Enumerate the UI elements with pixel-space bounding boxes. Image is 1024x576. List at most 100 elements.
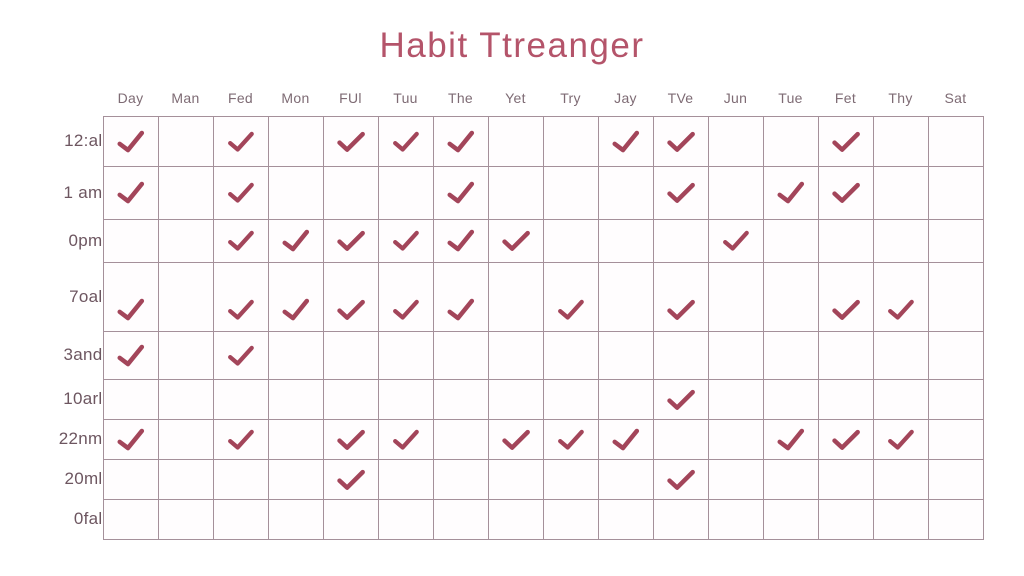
habit-cell[interactable]: [487, 218, 544, 263]
habit-cell[interactable]: [377, 378, 434, 420]
habit-cell[interactable]: [707, 458, 764, 500]
habit-cell[interactable]: [762, 261, 819, 332]
habit-cell[interactable]: [597, 458, 654, 500]
habit-cell[interactable]: [817, 330, 874, 380]
habit-cell[interactable]: [872, 165, 929, 220]
habit-cell[interactable]: [542, 330, 599, 380]
habit-cell[interactable]: [707, 115, 764, 167]
habit-cell[interactable]: [927, 458, 984, 500]
habit-cell[interactable]: [212, 115, 269, 167]
habit-cell[interactable]: [487, 261, 544, 332]
habit-cell[interactable]: [652, 498, 709, 540]
habit-cell[interactable]: [322, 458, 379, 500]
habit-cell[interactable]: [212, 378, 269, 420]
habit-cell[interactable]: [872, 261, 929, 332]
habit-cell[interactable]: [762, 378, 819, 420]
habit-cell[interactable]: [432, 458, 489, 500]
habit-cell[interactable]: [377, 165, 434, 220]
habit-cell[interactable]: [157, 378, 214, 420]
habit-cell[interactable]: [157, 165, 214, 220]
habit-cell[interactable]: [102, 218, 159, 263]
habit-cell[interactable]: [927, 261, 984, 332]
habit-cell[interactable]: [542, 261, 599, 332]
habit-cell[interactable]: [652, 261, 709, 332]
habit-cell[interactable]: [157, 218, 214, 263]
habit-cell[interactable]: [432, 115, 489, 167]
habit-cell[interactable]: [652, 458, 709, 500]
habit-cell[interactable]: [652, 115, 709, 167]
habit-cell[interactable]: [542, 378, 599, 420]
habit-cell[interactable]: [927, 218, 984, 263]
habit-cell[interactable]: [487, 330, 544, 380]
habit-cell[interactable]: [102, 418, 159, 460]
habit-cell[interactable]: [542, 218, 599, 263]
habit-cell[interactable]: [707, 261, 764, 332]
habit-cell[interactable]: [212, 218, 269, 263]
habit-cell[interactable]: [927, 498, 984, 540]
habit-cell[interactable]: [212, 418, 269, 460]
habit-cell[interactable]: [542, 498, 599, 540]
habit-cell[interactable]: [817, 378, 874, 420]
habit-cell[interactable]: [267, 458, 324, 500]
habit-cell[interactable]: [322, 218, 379, 263]
habit-cell[interactable]: [872, 218, 929, 263]
habit-cell[interactable]: [762, 330, 819, 380]
habit-cell[interactable]: [102, 330, 159, 380]
habit-cell[interactable]: [707, 330, 764, 380]
habit-cell[interactable]: [157, 115, 214, 167]
habit-cell[interactable]: [432, 165, 489, 220]
habit-cell[interactable]: [267, 261, 324, 332]
habit-cell[interactable]: [267, 218, 324, 263]
habit-cell[interactable]: [872, 418, 929, 460]
habit-cell[interactable]: [212, 458, 269, 500]
habit-cell[interactable]: [597, 165, 654, 220]
habit-cell[interactable]: [157, 261, 214, 332]
habit-cell[interactable]: [487, 115, 544, 167]
habit-cell[interactable]: [927, 418, 984, 460]
habit-cell[interactable]: [157, 458, 214, 500]
habit-cell[interactable]: [652, 418, 709, 460]
habit-cell[interactable]: [212, 330, 269, 380]
habit-cell[interactable]: [707, 378, 764, 420]
habit-cell[interactable]: [432, 378, 489, 420]
habit-cell[interactable]: [487, 418, 544, 460]
habit-cell[interactable]: [322, 498, 379, 540]
habit-cell[interactable]: [432, 330, 489, 380]
habit-cell[interactable]: [322, 261, 379, 332]
habit-cell[interactable]: [377, 115, 434, 167]
habit-cell[interactable]: [542, 458, 599, 500]
habit-cell[interactable]: [652, 378, 709, 420]
habit-cell[interactable]: [322, 418, 379, 460]
habit-cell[interactable]: [707, 498, 764, 540]
habit-cell[interactable]: [432, 498, 489, 540]
habit-cell[interactable]: [322, 378, 379, 420]
habit-cell[interactable]: [652, 330, 709, 380]
habit-cell[interactable]: [102, 261, 159, 332]
habit-cell[interactable]: [597, 330, 654, 380]
habit-cell[interactable]: [487, 498, 544, 540]
habit-cell[interactable]: [927, 330, 984, 380]
habit-cell[interactable]: [102, 498, 159, 540]
habit-cell[interactable]: [597, 378, 654, 420]
habit-cell[interactable]: [872, 378, 929, 420]
habit-cell[interactable]: [652, 165, 709, 220]
habit-cell[interactable]: [267, 378, 324, 420]
habit-cell[interactable]: [597, 418, 654, 460]
habit-cell[interactable]: [927, 378, 984, 420]
habit-cell[interactable]: [377, 218, 434, 263]
habit-cell[interactable]: [322, 165, 379, 220]
habit-cell[interactable]: [817, 458, 874, 500]
habit-cell[interactable]: [597, 218, 654, 263]
habit-cell[interactable]: [212, 165, 269, 220]
habit-cell[interactable]: [542, 418, 599, 460]
habit-cell[interactable]: [212, 261, 269, 332]
habit-cell[interactable]: [762, 115, 819, 167]
habit-cell[interactable]: [652, 218, 709, 263]
habit-cell[interactable]: [762, 458, 819, 500]
habit-cell[interactable]: [817, 115, 874, 167]
habit-cell[interactable]: [872, 458, 929, 500]
habit-cell[interactable]: [377, 330, 434, 380]
habit-cell[interactable]: [762, 165, 819, 220]
habit-cell[interactable]: [377, 261, 434, 332]
habit-cell[interactable]: [322, 115, 379, 167]
